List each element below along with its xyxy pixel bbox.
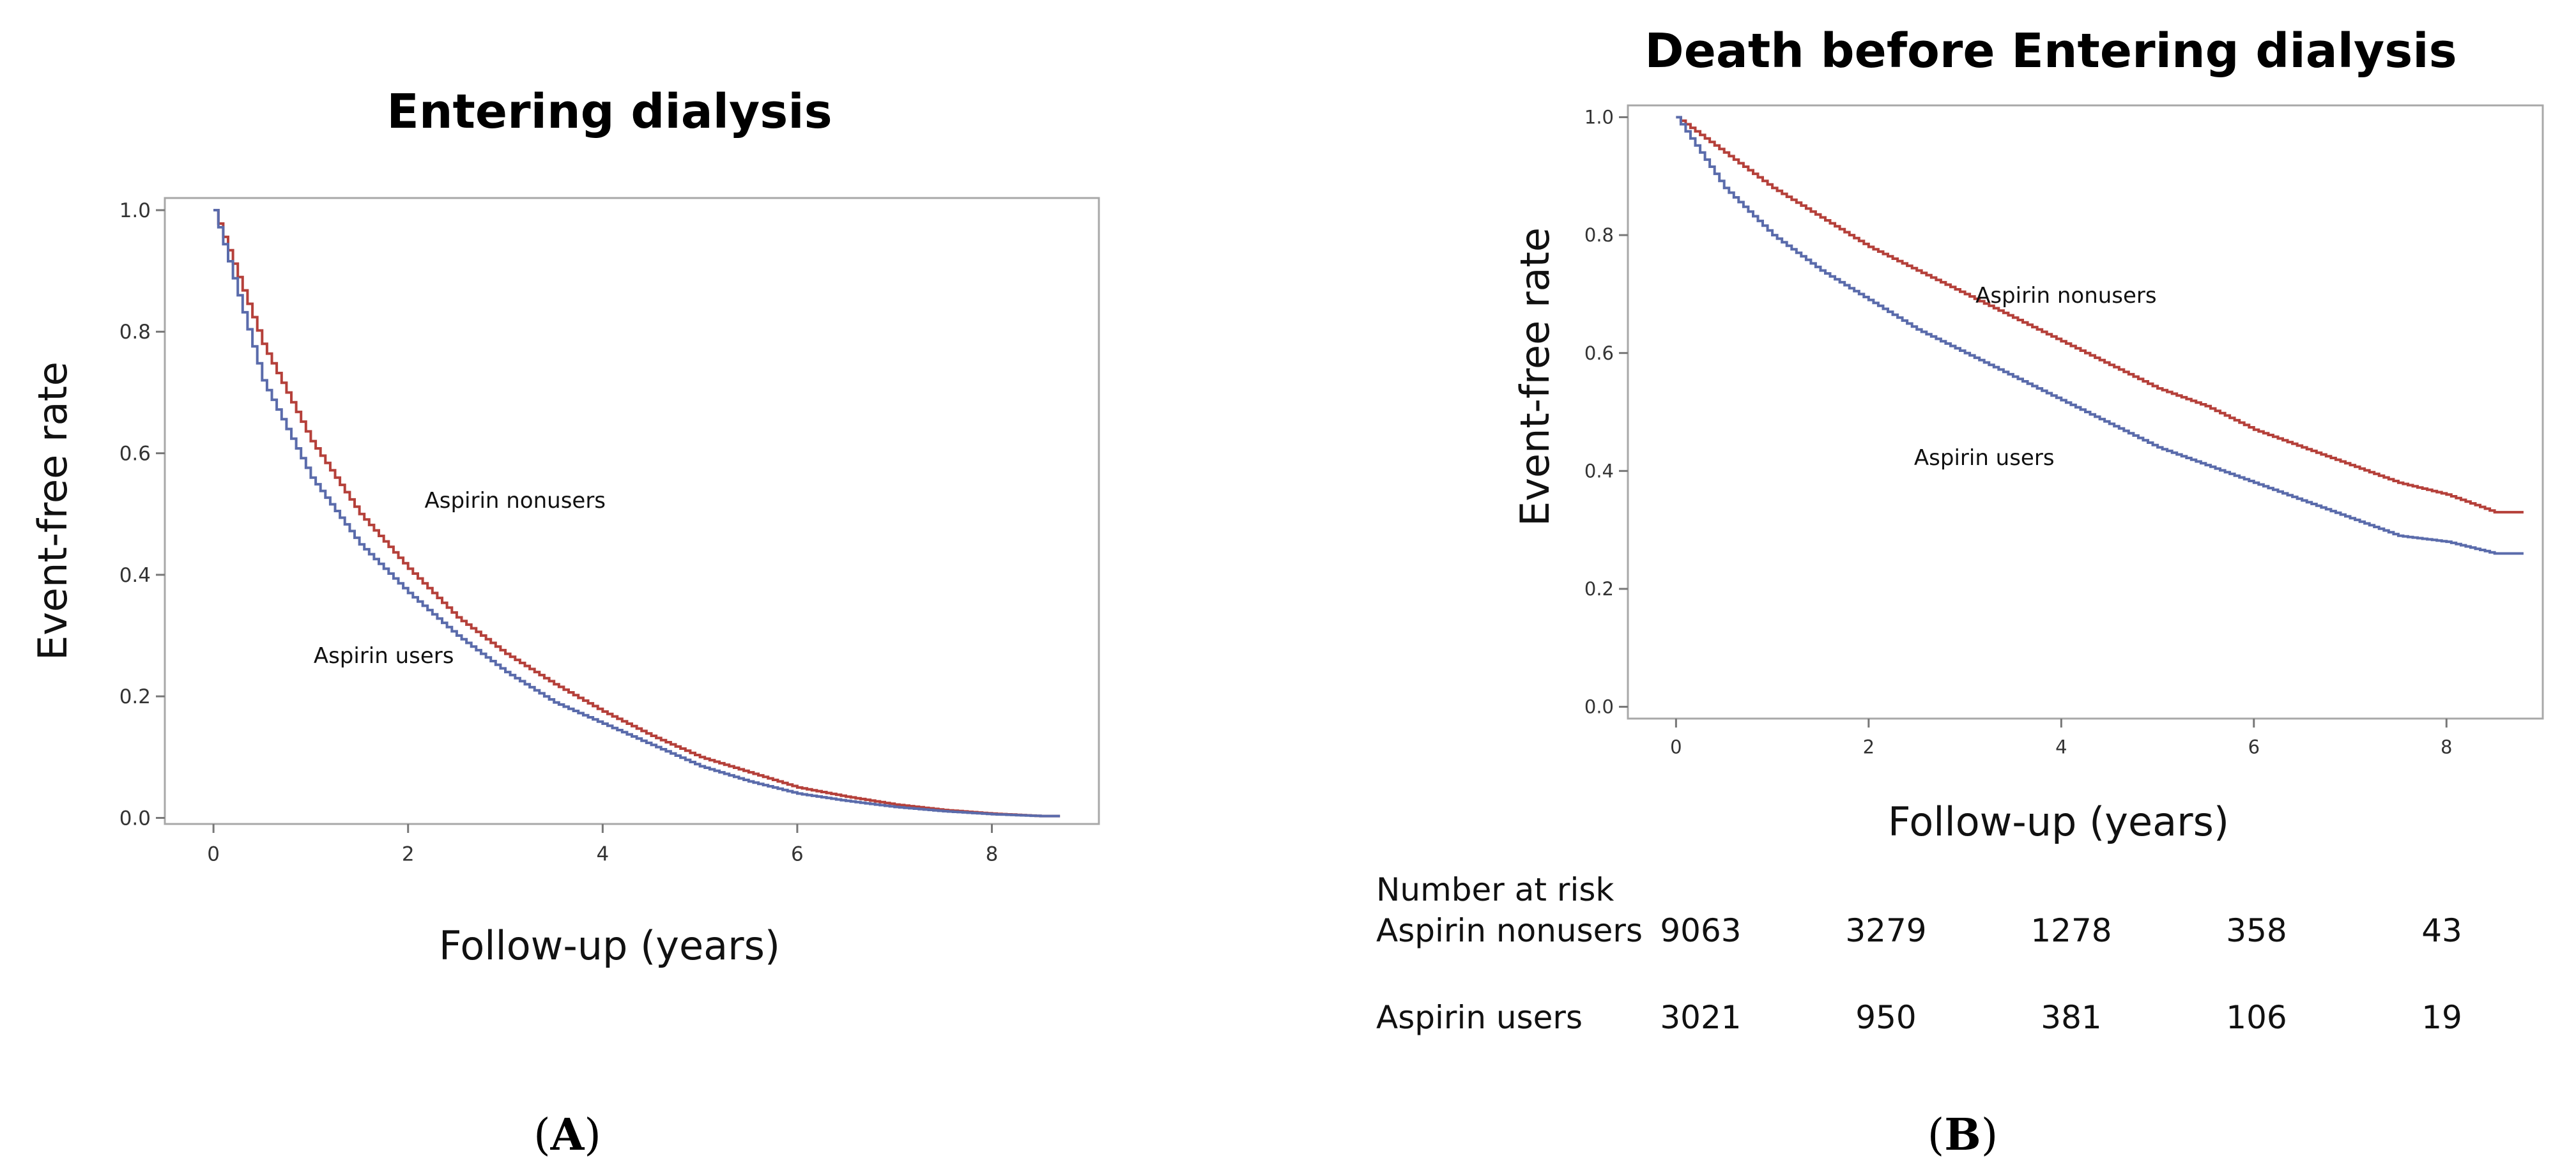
panel-a-x-axis-label: Follow-up (years)	[439, 922, 780, 969]
panel-b-x-ticks: 0 2 4 6 8	[1670, 719, 2452, 758]
risk-cell: 106	[2226, 999, 2287, 1036]
risk-cell: 9063	[1660, 912, 1741, 949]
panel-a-letter: (A)	[533, 1109, 601, 1161]
x-tick-label: 6	[2248, 736, 2260, 758]
panel-b: Death before Entering dialysis 0.0 0.2 0.4…	[1376, 24, 2544, 1161]
y-tick-label: 0.2	[119, 685, 151, 708]
panel-a-y-axis-label: Event-free rate	[29, 362, 76, 660]
x-tick-label: 4	[596, 842, 609, 865]
y-tick-label: 0.8	[119, 321, 151, 344]
x-tick-label: 4	[2055, 736, 2067, 758]
panel-a-letter-close: )	[584, 1110, 601, 1161]
y-tick-label: 0.0	[1584, 696, 1614, 718]
panel-a-x-ticks: 0 2 4 6 8	[207, 824, 998, 865]
series-line-aspirin-nonusers	[213, 209, 1061, 818]
series-line-aspirin-users	[213, 209, 1061, 818]
risk-cell: 1278	[2030, 912, 2112, 949]
series-line-aspirin-nonusers	[1676, 116, 2524, 514]
panel-b-label-users: Aspirin users	[1914, 445, 2055, 471]
x-tick-label: 0	[207, 842, 220, 865]
panel-b-y-axis-label: Event-free rate	[1512, 227, 1558, 526]
y-tick-label: 0.6	[1584, 342, 1614, 364]
y-tick-label: 0.4	[1584, 460, 1614, 482]
panel-b-title: Death before Entering dialysis	[1644, 24, 2457, 79]
risk-cell: 950	[1855, 999, 1916, 1036]
panel-a: Entering dialysis 0.0 0.2 0.4 0.6 0.8 1.0 0 2 4…	[29, 84, 1100, 1161]
y-tick-label: 0.8	[1584, 224, 1614, 246]
y-tick-label: 0.0	[119, 807, 151, 830]
panel-b-y-ticks: 0.0 0.2 0.4 0.6 0.8 1.0	[1584, 107, 1628, 718]
panel-a-letter-main: A	[550, 1109, 585, 1161]
y-tick-label: 1.0	[119, 199, 151, 222]
panel-a-series	[213, 209, 1061, 818]
panel-b-series	[1676, 116, 2524, 555]
x-tick-label: 8	[2441, 736, 2452, 758]
panel-b-label-nonusers: Aspirin nonusers	[1975, 283, 2157, 309]
risk-table: Number at risk Aspirin nonusers 9063 327…	[1376, 871, 2462, 1036]
panel-a-plot-frame	[164, 197, 1100, 825]
x-tick-label: 6	[791, 842, 804, 865]
risk-table-header: Number at risk	[1376, 871, 1614, 908]
risk-cell: 358	[2226, 912, 2287, 949]
panel-a-title: Entering dialysis	[387, 84, 832, 139]
panel-b-letter-main: B	[1944, 1109, 1981, 1161]
y-tick-label: 0.6	[119, 442, 151, 465]
panel-b-letter: (B)	[1928, 1109, 1998, 1161]
risk-cell: 3279	[1845, 912, 1926, 949]
x-tick-label: 2	[1863, 736, 1874, 758]
risk-row-label: Aspirin users	[1376, 999, 1583, 1036]
panel-a-letter-open: (	[533, 1110, 551, 1161]
y-tick-label: 0.2	[1584, 578, 1614, 600]
risk-cell: 381	[2041, 999, 2101, 1036]
panel-b-letter-open: (	[1928, 1110, 1945, 1161]
y-tick-label: 0.4	[119, 564, 151, 587]
x-tick-label: 0	[1670, 736, 1682, 758]
risk-row-label: Aspirin nonusers	[1376, 912, 1643, 949]
y-tick-label: 1.0	[1584, 107, 1614, 128]
series-line-aspirin-users	[1676, 116, 2524, 555]
panel-b-plot-frame	[1627, 104, 2544, 720]
x-tick-label: 8	[986, 842, 999, 865]
panel-a-label-users: Aspirin users	[314, 643, 454, 669]
panel-b-letter-close: )	[1981, 1110, 1998, 1161]
risk-cell: 43	[2421, 912, 2462, 949]
panel-a-y-ticks: 0.0 0.2 0.4 0.6 0.8 1.0	[119, 199, 165, 830]
risk-cell: 19	[2421, 999, 2462, 1036]
panel-a-label-nonusers: Aspirin nonusers	[424, 488, 606, 514]
panel-b-x-axis-label: Follow-up (years)	[1888, 798, 2229, 845]
risk-cell: 3021	[1660, 999, 1741, 1036]
x-tick-label: 2	[402, 842, 415, 865]
